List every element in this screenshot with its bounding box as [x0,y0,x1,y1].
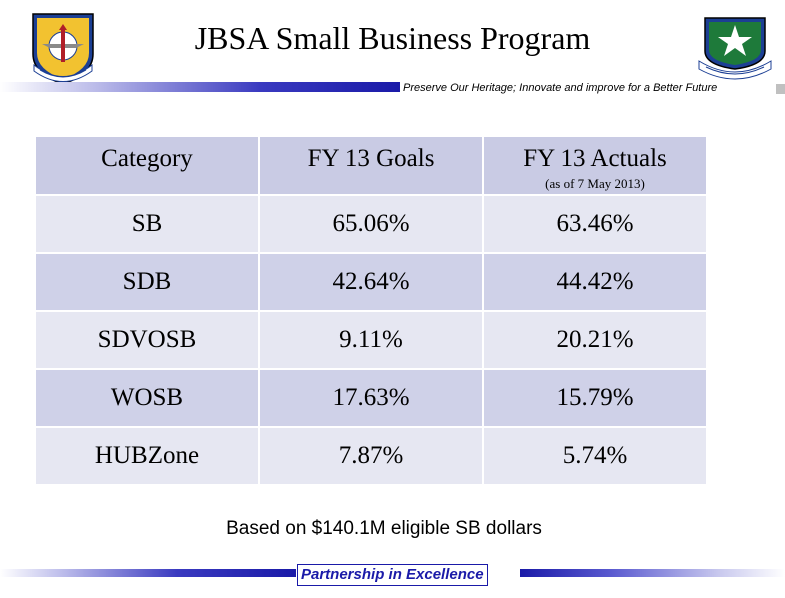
eligible-dollars-note: Based on $140.1M eligible SB dollars [226,518,542,539]
table-row: SDB 42.64% 44.42% [34,252,708,312]
air-education-training-command-emblem-icon [32,13,94,85]
header-grey-block [776,84,785,94]
header-goals: FY 13 Goals [258,135,484,196]
goal-cell: 65.06% [258,194,484,254]
category-cell: SDVOSB [34,310,260,370]
502nd-air-base-wing-emblem-icon [698,17,772,80]
header-actuals-label: FY 13 Actuals [523,145,667,172]
tagline: Preserve Our Heritage; Innovate and impr… [403,82,718,94]
table-row: WOSB 17.63% 15.79% [34,368,708,428]
goal-cell: 17.63% [258,368,484,428]
actual-cell: 63.46% [482,194,708,254]
actual-cell: 15.79% [482,368,708,428]
header-category: Category [34,135,260,196]
footer-gradient-bar-left [0,569,296,577]
goal-cell: 42.64% [258,252,484,312]
table-row: HUBZone 7.87% 5.74% [34,426,708,486]
goals-table: Category FY 13 Goals FY 13 Actuals (as o… [34,135,708,486]
table-row: SB 65.06% 63.46% [34,194,708,254]
goal-cell: 7.87% [258,426,484,486]
category-cell: SDB [34,252,260,312]
header-gradient-bar [0,82,400,92]
actual-cell: 5.74% [482,426,708,486]
table-row: SDVOSB 9.11% 20.21% [34,310,708,370]
actual-cell: 44.42% [482,252,708,312]
header-actuals-note: (as of 7 May 2013) [545,176,645,191]
actual-cell: 20.21% [482,310,708,370]
category-cell: HUBZone [34,426,260,486]
header-actuals: FY 13 Actuals (as of 7 May 2013) [482,135,708,196]
footer-gradient-bar-right [520,569,785,577]
category-cell: SB [34,194,260,254]
table-header-row: Category FY 13 Goals FY 13 Actuals (as o… [34,135,708,196]
footer-motto: Partnership in Excellence [297,564,488,586]
page-title: JBSA Small Business Program [194,20,591,56]
category-cell: WOSB [34,368,260,428]
goal-cell: 9.11% [258,310,484,370]
